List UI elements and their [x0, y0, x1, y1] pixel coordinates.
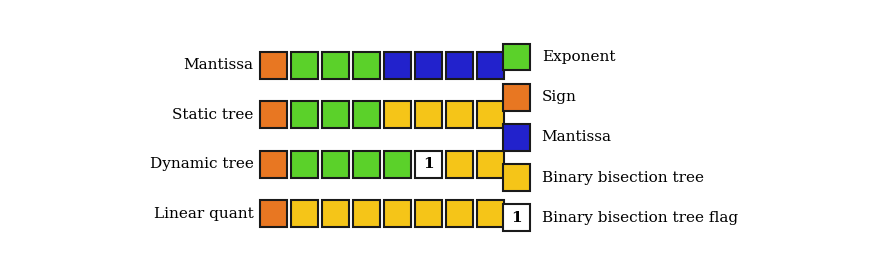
Bar: [477, 101, 504, 128]
Bar: [322, 101, 349, 128]
Bar: [502, 43, 529, 70]
Bar: [477, 151, 504, 178]
Bar: [447, 151, 474, 178]
Text: Exponent: Exponent: [541, 50, 615, 64]
Text: Mantissa: Mantissa: [541, 131, 612, 144]
Text: Sign: Sign: [541, 90, 577, 104]
Bar: [447, 52, 474, 79]
Bar: [260, 200, 287, 227]
Bar: [384, 52, 411, 79]
Bar: [415, 151, 442, 178]
Bar: [415, 101, 442, 128]
Bar: [502, 84, 529, 111]
Bar: [354, 200, 381, 227]
Bar: [291, 101, 318, 128]
Bar: [502, 164, 529, 191]
Text: Linear quant: Linear quant: [154, 207, 254, 221]
Bar: [322, 52, 349, 79]
Text: Binary bisection tree flag: Binary bisection tree flag: [541, 211, 738, 225]
Text: Dynamic tree: Dynamic tree: [149, 157, 254, 171]
Bar: [260, 151, 287, 178]
Bar: [415, 200, 442, 227]
Text: Binary bisection tree: Binary bisection tree: [541, 171, 704, 185]
Bar: [322, 151, 349, 178]
Bar: [447, 200, 474, 227]
Bar: [354, 151, 381, 178]
Bar: [502, 204, 529, 231]
Text: 1: 1: [511, 211, 521, 225]
Bar: [291, 151, 318, 178]
Bar: [291, 52, 318, 79]
Bar: [260, 52, 287, 79]
Bar: [354, 101, 381, 128]
Bar: [447, 101, 474, 128]
Text: Static tree: Static tree: [172, 108, 254, 122]
Bar: [260, 101, 287, 128]
Bar: [477, 200, 504, 227]
Bar: [322, 200, 349, 227]
Text: 1: 1: [423, 157, 434, 171]
Text: Mantissa: Mantissa: [183, 58, 254, 72]
Bar: [502, 124, 529, 151]
Bar: [477, 52, 504, 79]
Bar: [354, 52, 381, 79]
Bar: [291, 200, 318, 227]
Bar: [384, 101, 411, 128]
Bar: [384, 151, 411, 178]
Bar: [384, 200, 411, 227]
Bar: [415, 52, 442, 79]
